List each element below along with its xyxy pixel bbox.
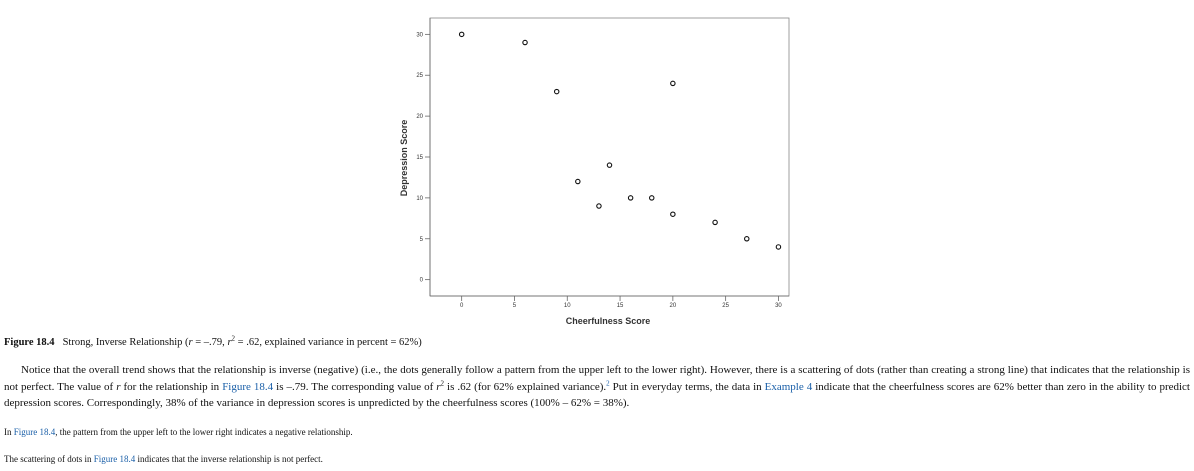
scatter-points [458,31,782,250]
scatter-point [458,31,465,38]
caption-r2-var: r [227,337,232,348]
caption-r2-value: = .62, explained variance in percent = 6… [235,337,422,348]
scatter-point [627,195,634,201]
x-tick-label: 10 [564,303,571,309]
y-axis-ticks: 0 5 10 15 20 25 30 [416,32,430,284]
x-axis-ticks: 0 5 10 15 20 25 30 [460,296,782,309]
scatter-point [575,178,581,185]
para-part2: for the relationship in [120,380,223,393]
example-4-link[interactable]: Example 4 [764,380,813,393]
scatter-point [712,219,718,226]
body-paragraph: Notice that the overall trend shows that… [4,362,1190,412]
note1-prefix: In [4,427,14,437]
note2-prefix: The scattering of dots in [4,454,94,464]
x-tick-label: 0 [460,303,464,309]
scatter-point [670,80,676,87]
scatter-point [670,211,676,217]
figure-caption: Figure 18.4 Strong, Inverse Relationship … [4,334,422,349]
para-r-var: r [116,380,121,393]
para-part6: indicate that the cheerfulness scores ar… [4,380,1190,410]
y-axis-label: Depression Score [399,120,409,197]
scatter-point [553,88,560,95]
plot-frame [429,17,790,297]
scatter-point [775,244,782,250]
y-tick-label: 0 [420,278,424,284]
para-r2-sup: 2 [440,378,445,387]
note1-figure-link[interactable]: Figure 18.4 [13,427,56,437]
y-tick-label: 15 [416,155,423,161]
note-negative-relationship: In Figure 18.4, the pattern from the upp… [4,427,353,438]
scatter-point [744,236,750,242]
note2-suffix: indicates that the inverse relationship … [135,454,323,464]
caption-r2-sup: 2 [231,334,236,343]
para-part1: Notice that the overall trend shows that… [4,364,1190,393]
caption-prefix: Strong, Inverse Relationship ( [62,337,189,348]
footnote-2-link[interactable]: 2 [606,378,610,387]
caption-r-var: r [188,337,193,348]
scatter-point [596,203,602,209]
para-part3: is –.79. The corresponding value of [273,380,437,393]
x-axis-label: Cheerfulness Score [566,316,651,326]
x-tick-label: 25 [722,303,729,309]
y-tick-label: 30 [416,32,423,38]
x-tick-label: 15 [617,303,624,309]
para-part4: is .62 (for 62% explained variance). [444,380,607,393]
y-tick-label: 20 [416,114,423,120]
x-tick-label: 5 [513,303,517,309]
figure-label: Figure 18.4 [4,337,55,348]
scatter-point [522,39,528,46]
para-r2-var: r [436,380,441,393]
caption-r-value: = –.79, [192,337,228,348]
note-not-perfect: The scattering of dots in Figure 18.4 in… [4,454,323,465]
x-tick-label: 30 [775,303,782,309]
note2-figure-link[interactable]: Figure 18.4 [93,454,136,464]
para-part5: Put in everyday terms, the data in [609,380,765,393]
y-tick-label: 10 [416,196,423,202]
y-tick-label: 25 [416,73,423,79]
figure-18-4-link[interactable]: Figure 18.4 [222,380,274,393]
scatter-point [606,162,613,168]
scatter-chart: 0 5 10 15 20 25 30 0 5 10 15 20 25 30 Cheerfulness S… [399,17,790,326]
x-tick-label: 20 [670,303,677,309]
note1-suffix: , the pattern from the upper left to the… [55,427,353,437]
y-tick-label: 5 [420,237,424,243]
scatter-point [648,195,655,201]
